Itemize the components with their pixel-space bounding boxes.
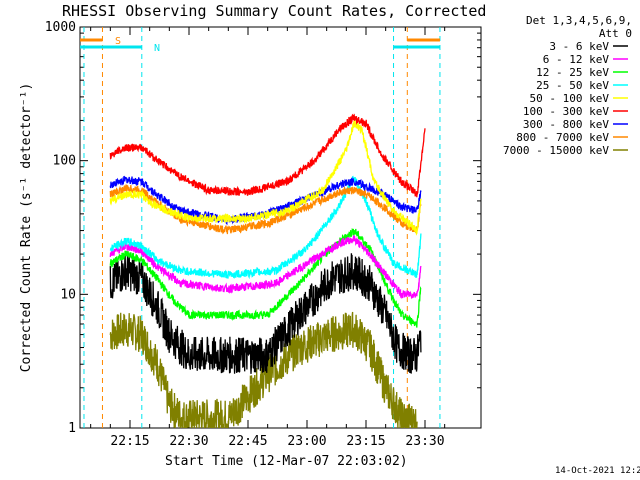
night-label: N (154, 43, 160, 54)
series-line-4 (109, 120, 422, 236)
legend-label-4: 50 - 100 keV (530, 92, 610, 105)
legend-header-2: Att 0 (598, 27, 632, 40)
y-tick-label: 100 (53, 154, 76, 169)
chart-title: RHESSI Observing Summary Count Rates, Co… (62, 2, 487, 20)
y-tick-label: 1000 (45, 20, 76, 35)
legend-header-1: Det 1,3,4,5,6,9, (526, 14, 632, 27)
y-tick-label: 10 (60, 287, 76, 302)
x-tick-label: 22:45 (228, 434, 267, 449)
series-line-8 (109, 311, 418, 428)
footer-date: 14-Oct-2021 12:28 (555, 466, 640, 476)
legend-label-0: 3 - 6 keV (549, 40, 609, 53)
legend-label-7: 800 - 7000 keV (516, 131, 609, 144)
x-tick-label: 22:30 (169, 434, 208, 449)
saa-label: S (115, 36, 121, 47)
series-line-0 (109, 253, 422, 374)
y-axis-label: Corrected Count Rate (s⁻¹ detector⁻¹) (19, 83, 34, 373)
legend-label-8: 7000 - 15000 keV (503, 144, 609, 157)
series-line-5 (109, 113, 426, 198)
legend-label-6: 300 - 800 keV (523, 118, 609, 131)
y-tick-label: 1 (68, 421, 76, 436)
series-line-1 (109, 235, 422, 300)
series-line-3 (109, 175, 422, 280)
legend-label-2: 12 - 25 keV (536, 66, 609, 79)
legend-label-3: 25 - 50 keV (536, 79, 609, 92)
series-line-6 (109, 175, 422, 226)
plot-frame (79, 26, 482, 429)
x-tick-label: 23:15 (346, 434, 385, 449)
x-tick-label: 22:15 (110, 434, 149, 449)
x-axis-label: Start Time (12-Mar-07 22:03:02) (165, 454, 408, 469)
legend-label-1: 6 - 12 keV (543, 53, 610, 66)
series-line-2 (109, 228, 422, 328)
legend-label-5: 100 - 300 keV (523, 105, 609, 118)
x-tick-label: 23:30 (405, 434, 444, 449)
x-tick-label: 23:00 (287, 434, 326, 449)
